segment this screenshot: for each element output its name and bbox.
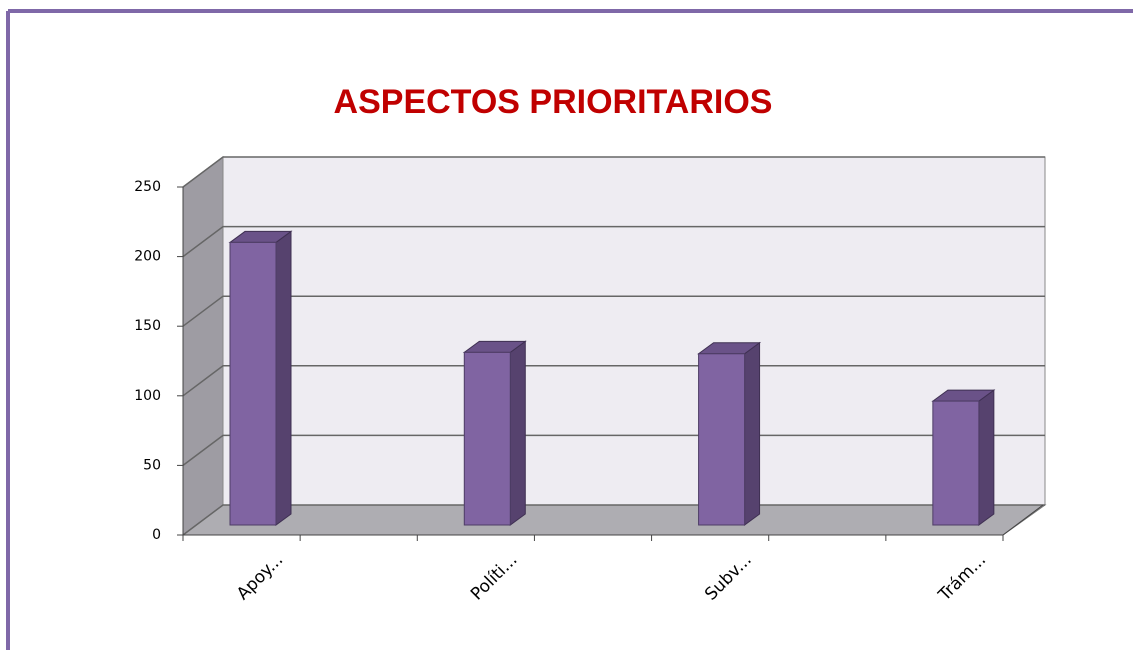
bar-side: [275, 230, 292, 526]
bar-side: [978, 389, 995, 526]
chart-title: ASPECTOS PRIORITARIOS: [334, 83, 773, 121]
bar: [463, 351, 511, 526]
grid-line: [182, 295, 1045, 327]
bar-side: [509, 340, 526, 526]
x-axis-end: [1002, 504, 1044, 536]
bar-side: [744, 341, 761, 526]
bar: [229, 241, 277, 526]
grid-line: [182, 434, 1045, 466]
grid-line: [182, 365, 1045, 397]
y-tick-label: 50: [143, 457, 161, 473]
y-tick-label: 250: [134, 179, 161, 195]
grid-line: [182, 225, 1045, 258]
bar: [698, 353, 746, 526]
grid-line: [182, 156, 1045, 188]
y-tick-label: 0: [152, 527, 161, 543]
y-tick-label: 150: [134, 318, 161, 334]
y-tick-label: 200: [134, 249, 161, 265]
back-wall: [222, 156, 1046, 506]
bar: [932, 400, 980, 526]
grid-line: [182, 504, 1045, 536]
y-tick-label: 100: [134, 388, 161, 404]
floor: [181, 504, 1047, 536]
side-wall: [182, 156, 224, 536]
